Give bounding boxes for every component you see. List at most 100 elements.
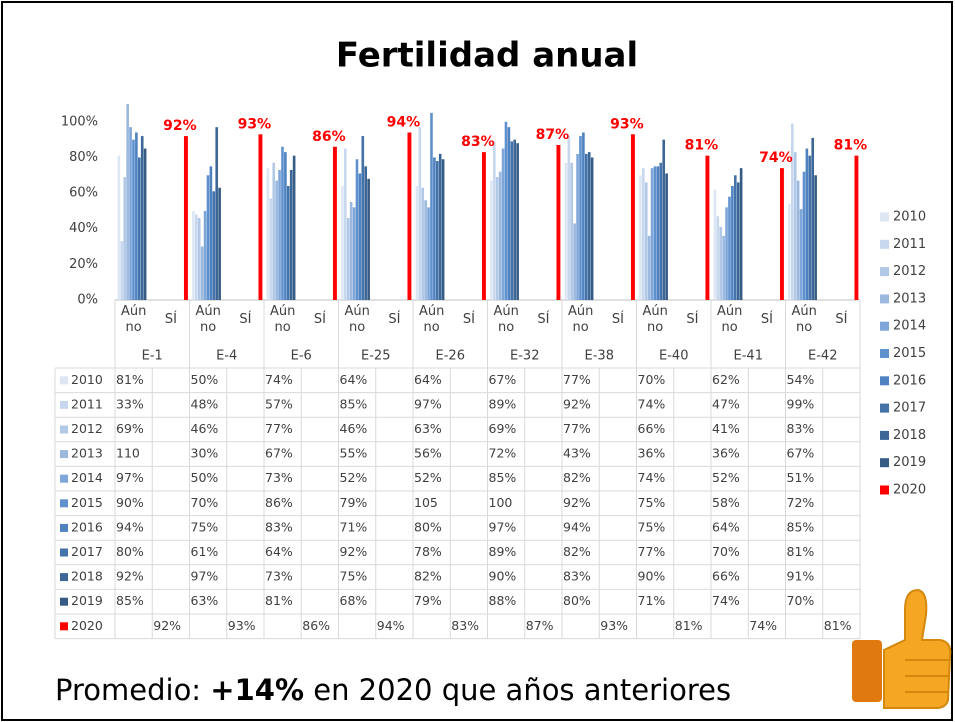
subcategory-label: SÍ bbox=[537, 312, 550, 327]
table-cell: 62% bbox=[712, 372, 740, 387]
subcategory-label-box: SÍ bbox=[686, 312, 698, 327]
table-cell: 87% bbox=[526, 618, 554, 633]
legend-label: 2017 bbox=[893, 401, 926, 416]
legend-key bbox=[880, 294, 889, 304]
table-cell: 77% bbox=[563, 372, 591, 387]
data-label: 86% bbox=[312, 129, 346, 145]
table-cell: 67% bbox=[265, 446, 293, 461]
bar bbox=[501, 148, 505, 300]
table-cell: 94% bbox=[116, 519, 144, 534]
table-cell: 93% bbox=[228, 618, 256, 633]
bar bbox=[481, 152, 486, 300]
bar bbox=[441, 159, 445, 300]
subcategory-label-box: SÍ bbox=[760, 312, 773, 327]
subcategory-label-box: SÍ bbox=[165, 312, 177, 327]
legend-label: 2013 bbox=[893, 291, 926, 306]
bar bbox=[433, 157, 436, 300]
subcategory-label-box: SÍ bbox=[313, 312, 326, 327]
y-tick-label: 40% bbox=[69, 221, 98, 236]
group-label: E-40 bbox=[659, 349, 688, 364]
bar bbox=[516, 143, 519, 300]
bar bbox=[183, 136, 188, 300]
bar bbox=[567, 136, 571, 300]
legend-label: 2018 bbox=[893, 428, 926, 443]
subcategory-label: Aún no bbox=[791, 304, 817, 335]
table-row-header: 2015 bbox=[71, 495, 103, 510]
y-tick-label: 100% bbox=[61, 114, 98, 129]
table-cell: 55% bbox=[340, 446, 368, 461]
bar bbox=[286, 185, 290, 300]
legend-label: 2014 bbox=[893, 319, 926, 334]
bar bbox=[805, 148, 809, 300]
table-cell: 90% bbox=[116, 495, 144, 510]
bar bbox=[799, 209, 803, 300]
table-key bbox=[60, 548, 68, 557]
y-tick-label: 20% bbox=[69, 257, 98, 272]
table-cell: 97% bbox=[489, 519, 517, 534]
subcategory-label: Aún no bbox=[716, 304, 743, 335]
bar bbox=[424, 200, 427, 300]
bar bbox=[352, 207, 356, 300]
table-cell: 81% bbox=[265, 593, 293, 608]
bar bbox=[788, 203, 791, 300]
subcategory-label: Aún no bbox=[567, 304, 594, 335]
bar bbox=[192, 210, 195, 300]
table-cell: 46% bbox=[191, 421, 219, 436]
table-cell: 99% bbox=[787, 396, 815, 411]
group-label: E-41 bbox=[734, 349, 763, 364]
annotation-bold: +14% bbox=[210, 673, 304, 707]
bar bbox=[120, 241, 124, 300]
bar bbox=[854, 155, 859, 300]
legend-key bbox=[880, 430, 889, 440]
table-cell: 90% bbox=[489, 569, 517, 584]
table-cell: 46% bbox=[340, 421, 368, 436]
bar bbox=[407, 132, 412, 300]
bar bbox=[665, 173, 668, 300]
bar bbox=[570, 162, 574, 300]
bar bbox=[218, 187, 221, 300]
bar bbox=[564, 162, 568, 300]
legend-label: 2020 bbox=[893, 483, 926, 498]
table-cell: 92% bbox=[340, 544, 368, 559]
table-cell: 88% bbox=[489, 593, 517, 608]
table-cell: 81% bbox=[824, 618, 852, 633]
table-cell: 74% bbox=[712, 593, 740, 608]
table-cell: 63% bbox=[191, 593, 219, 608]
table-cell: 36% bbox=[712, 446, 740, 461]
bar bbox=[656, 166, 660, 300]
group-label: E-32 bbox=[510, 349, 539, 364]
bar bbox=[556, 144, 561, 300]
table-cell: 92% bbox=[563, 495, 591, 510]
table-cell: 74% bbox=[265, 372, 293, 387]
bar bbox=[358, 173, 362, 300]
table-cell: 69% bbox=[116, 421, 144, 436]
data-label: 83% bbox=[461, 134, 495, 150]
table-cell: 97% bbox=[116, 470, 144, 485]
table-cell: 77% bbox=[265, 421, 293, 436]
table-cell: 52% bbox=[340, 470, 368, 485]
bar bbox=[281, 146, 284, 300]
bar bbox=[659, 162, 663, 300]
table-cell: 64% bbox=[414, 372, 442, 387]
table-cell: 91% bbox=[787, 569, 815, 584]
table-cell: 43% bbox=[563, 446, 591, 461]
bar bbox=[269, 198, 273, 300]
bar bbox=[132, 139, 135, 300]
table-cell: 86% bbox=[265, 495, 293, 510]
legend-label: 2015 bbox=[893, 346, 926, 361]
data-label: 74% bbox=[759, 150, 793, 166]
bar bbox=[653, 166, 657, 300]
bar bbox=[272, 162, 276, 300]
bar bbox=[647, 235, 651, 300]
table-key bbox=[60, 450, 68, 459]
subcategory-label: SÍ bbox=[313, 312, 326, 327]
legend-label: 2016 bbox=[893, 373, 926, 388]
table-cell: 56% bbox=[414, 446, 442, 461]
subcategory-label: SÍ bbox=[760, 312, 773, 327]
table-key bbox=[60, 425, 68, 434]
table-cell: 74% bbox=[638, 470, 666, 485]
bar bbox=[438, 153, 442, 300]
subcategory-label-box: Aún no bbox=[270, 304, 295, 335]
bar bbox=[490, 180, 493, 300]
legend-key bbox=[880, 321, 889, 331]
